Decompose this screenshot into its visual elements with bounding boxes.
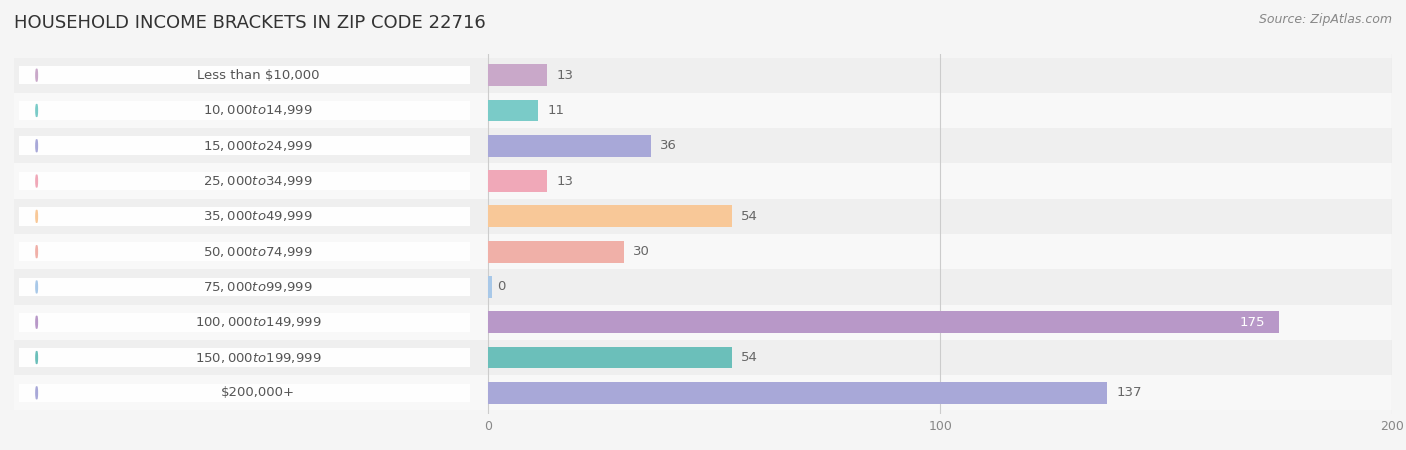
Text: 13: 13 (557, 69, 574, 82)
Bar (14, 305, 1392, 340)
Bar (488, 311, 1279, 333)
Bar (488, 205, 733, 227)
Circle shape (37, 246, 38, 258)
Circle shape (37, 281, 38, 293)
Bar (18, 348, 471, 367)
Bar (488, 170, 547, 192)
Text: $25,000 to $34,999: $25,000 to $34,999 (204, 174, 314, 188)
Bar (18, 101, 471, 120)
Text: 30: 30 (633, 245, 650, 258)
Bar (14, 269, 1392, 305)
Text: 0: 0 (498, 280, 506, 293)
Text: 11: 11 (547, 104, 564, 117)
Bar (488, 241, 624, 263)
Bar (14, 375, 1392, 410)
Circle shape (37, 387, 38, 399)
Bar (18, 172, 471, 190)
Bar (488, 346, 733, 369)
Text: $50,000 to $74,999: $50,000 to $74,999 (204, 245, 314, 259)
Text: $100,000 to $149,999: $100,000 to $149,999 (195, 315, 322, 329)
Bar (14, 93, 1392, 128)
Text: 13: 13 (557, 175, 574, 188)
Text: $200,000+: $200,000+ (221, 386, 295, 399)
Circle shape (37, 175, 38, 187)
Text: HOUSEHOLD INCOME BRACKETS IN ZIP CODE 22716: HOUSEHOLD INCOME BRACKETS IN ZIP CODE 22… (14, 14, 486, 32)
Bar (488, 64, 547, 86)
Bar (14, 199, 1392, 234)
Bar (18, 313, 471, 332)
Bar (18, 243, 471, 261)
Text: $15,000 to $24,999: $15,000 to $24,999 (204, 139, 314, 153)
Circle shape (37, 316, 38, 328)
Text: 36: 36 (659, 139, 676, 152)
Bar (14, 58, 1392, 93)
Circle shape (37, 210, 38, 222)
Text: 137: 137 (1116, 386, 1142, 399)
Text: 175: 175 (1240, 316, 1265, 329)
Bar (488, 99, 538, 122)
Bar (14, 128, 1392, 163)
Text: Source: ZipAtlas.com: Source: ZipAtlas.com (1258, 14, 1392, 27)
Bar (18, 278, 471, 296)
Text: 54: 54 (741, 351, 758, 364)
Bar (14, 234, 1392, 269)
Text: $75,000 to $99,999: $75,000 to $99,999 (204, 280, 314, 294)
Bar (18, 383, 471, 402)
Text: 54: 54 (741, 210, 758, 223)
Bar (488, 382, 1108, 404)
Circle shape (37, 140, 38, 152)
Bar (14, 163, 1392, 199)
Circle shape (37, 104, 38, 117)
Bar (14, 340, 1392, 375)
Circle shape (37, 69, 38, 81)
Text: $10,000 to $14,999: $10,000 to $14,999 (204, 104, 314, 117)
Text: $150,000 to $199,999: $150,000 to $199,999 (195, 351, 322, 364)
Bar (488, 135, 651, 157)
Bar (18, 136, 471, 155)
Circle shape (37, 351, 38, 364)
Text: $35,000 to $49,999: $35,000 to $49,999 (204, 209, 314, 223)
Text: Less than $10,000: Less than $10,000 (197, 69, 319, 82)
Bar (488, 276, 492, 298)
Bar (18, 66, 471, 85)
Bar (18, 207, 471, 225)
